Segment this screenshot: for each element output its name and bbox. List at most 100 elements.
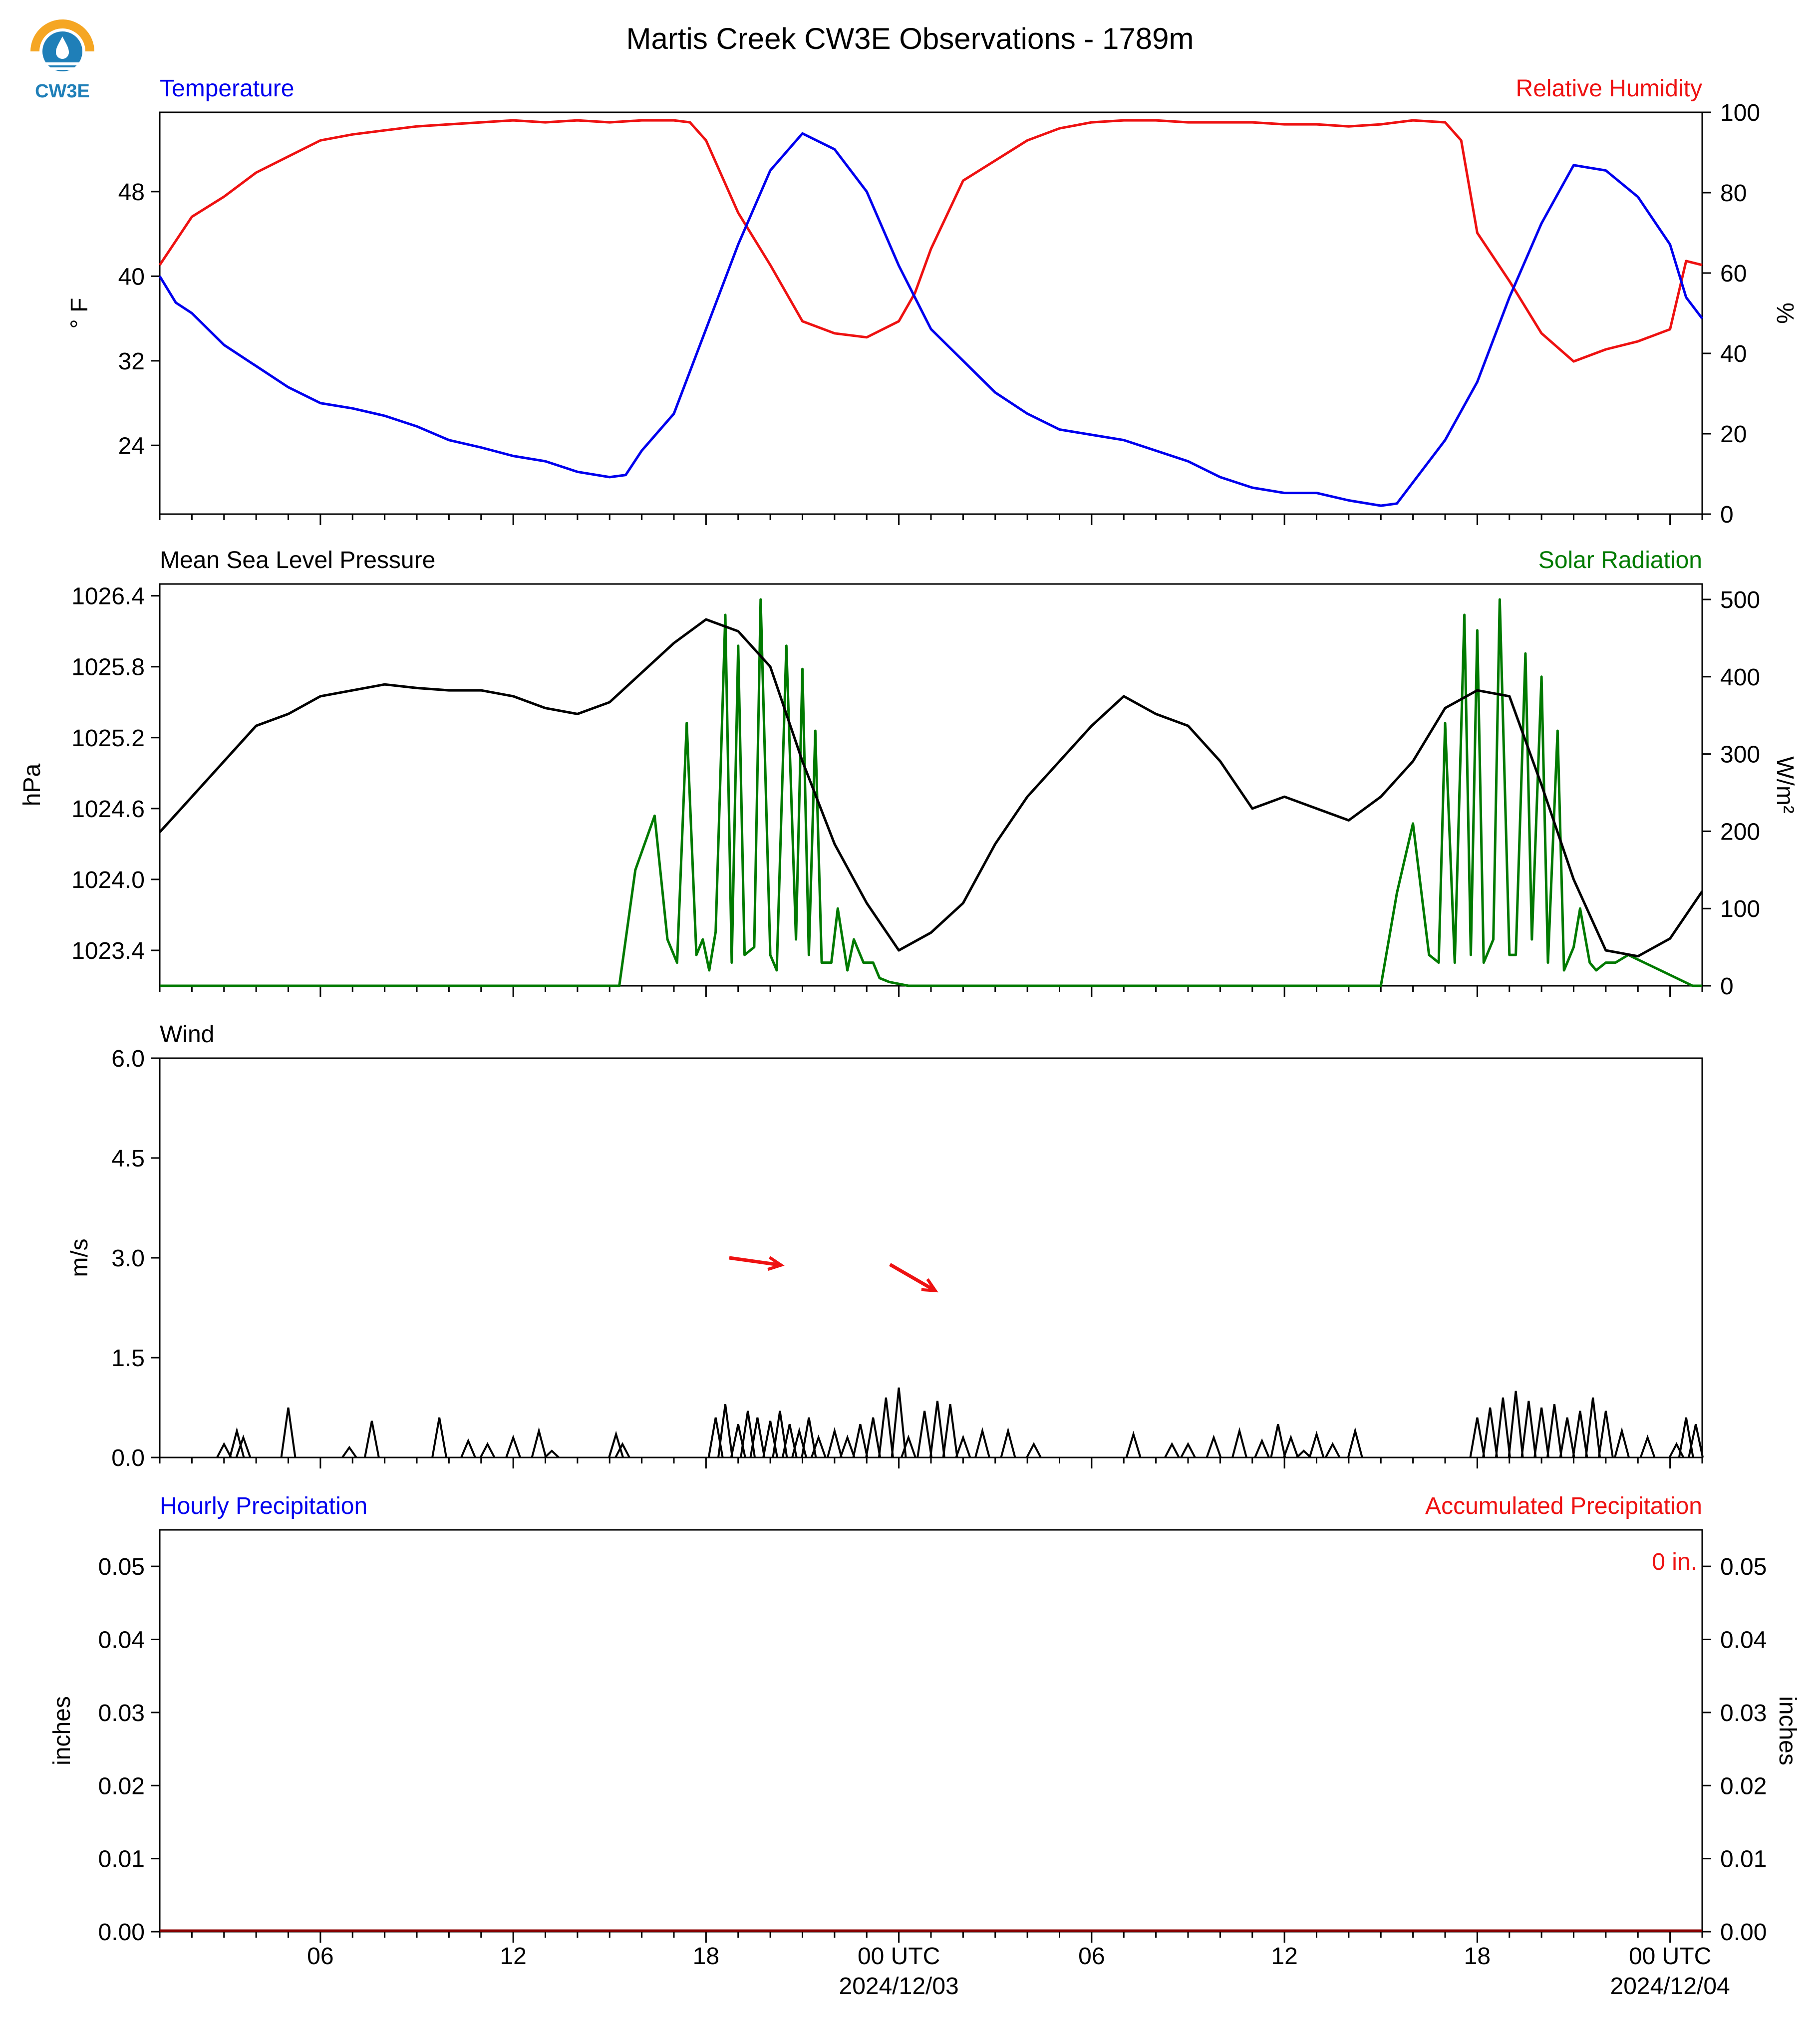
precipitation-panel-frame [159,1529,1703,1933]
pressure-axis-tick-label: 1024.6 [71,796,145,823]
wind-spike [1180,1442,1196,1458]
wind-spike [280,1407,297,1458]
wind-spike [531,1427,547,1458]
temperature-title: Temperature [160,75,294,102]
wind-spike [1508,1391,1524,1458]
solar-ylabel: W/m² [1772,756,1798,814]
accum-precip-title: Accumulated Precipitation [1425,1493,1702,1519]
humidity-axis-tick-label: 0 [1720,502,1734,528]
x-tick-label: 00 UTC [1629,1943,1711,1970]
pressure-axis-tick-label: 1024.0 [71,867,145,893]
pressure-axis-tick-label: 1026.4 [71,583,145,610]
wind-spike [942,1404,958,1458]
x-tick-label: 06 [1078,1943,1105,1970]
accum-precip-axis-tick-label: 0.02 [1720,1773,1767,1799]
wind-spike [1688,1424,1704,1458]
wind-spike [1308,1431,1325,1458]
pressure-axis-tick-label: 1025.2 [71,725,145,752]
wind-spike [505,1434,521,1458]
wind-axis-tick-label: 0.0 [111,1445,145,1471]
wind-spike [852,1424,869,1458]
hourly-precip-axis-tick-label: 0.05 [98,1554,145,1580]
wind-spike [544,1449,560,1458]
wind-spike [1572,1411,1588,1458]
wind-spike [878,1397,894,1458]
accum-precip-axis-tick-label: 0.05 [1720,1554,1767,1580]
wind-spike [1296,1449,1312,1458]
temperature-axis-tick-label: 24 [118,433,145,459]
temperature-axis-tick-label: 48 [118,179,145,206]
wind-arrow-head [921,1278,938,1293]
wind-spike [1495,1397,1511,1458]
solar-axis-tick-label: 300 [1720,742,1760,768]
hourly-precip-axis-tick-label: 0.04 [98,1627,145,1654]
wind-spike [865,1417,882,1458]
cw3e-logo: CW3E [30,17,95,102]
solar-title: Solar Radiation [1538,547,1702,574]
wind-spike [1231,1427,1247,1458]
humidity-ylabel: % [1772,302,1798,324]
wind-spike [235,1434,252,1458]
humidity-axis-tick-label: 60 [1720,261,1747,287]
wind-spike [810,1434,827,1458]
wind-arrow-head [767,1256,785,1271]
wind-spike [749,1417,766,1458]
wind-axis-tick-label: 6.0 [111,1046,145,1072]
pressure-ylabel: hPa [19,763,45,806]
temperature-axis-tick-label: 32 [118,348,145,375]
temperature-panel-frame [159,111,1703,515]
wind-spike [1283,1434,1299,1458]
solar-axis-tick-label: 100 [1720,896,1760,922]
hourly-precip-axis-tick-label: 0.02 [98,1773,145,1799]
wind-spike [1533,1407,1550,1458]
wind-spike [1164,1442,1180,1458]
svg-text:CW3E: CW3E [35,81,90,102]
wind-spike [216,1442,232,1458]
humidity-axis-tick-label: 100 [1720,100,1760,126]
wind-axis-tick-label: 1.5 [111,1345,145,1372]
humidity-axis-tick-label: 20 [1720,421,1747,448]
pressure-axis-tick-label: 1023.4 [71,938,145,964]
x-tick-label: 12 [1271,1943,1297,1970]
wind-spike [1270,1424,1286,1458]
humidity-line [158,119,1703,363]
wind-spike [1614,1427,1630,1458]
wind-spike [1125,1431,1142,1458]
wind-spike [1559,1417,1575,1458]
wind-arrow [889,1263,936,1292]
solar-axis-tick-label: 400 [1720,664,1760,691]
humidity-title: Relative Humidity [1516,75,1702,102]
wind-spike [717,1404,733,1458]
wind-spike [1347,1427,1363,1458]
solar-radiation-line [160,598,1702,987]
wind-title: Wind [160,1021,214,1048]
hourly-precip-axis-tick-label: 0.03 [98,1700,145,1727]
wind-spike [1585,1397,1601,1458]
accum-precip-axis-tick-label: 0.00 [1720,1919,1767,1946]
accum-precip-ylabel: inches [1774,1696,1801,1765]
pressure-title: Mean Sea Level Pressure [160,547,435,574]
wind-axis-tick-label: 4.5 [111,1146,145,1172]
x-date-label: 2024/12/04 [1610,1973,1730,2000]
wind-spike [1206,1434,1222,1458]
wind-axis-tick-label: 3.0 [111,1245,145,1272]
wind-spike [1000,1427,1016,1458]
wind-spike [363,1421,380,1458]
wind-spike [1668,1442,1685,1458]
accum-precip-axis-tick-label: 0.01 [1720,1846,1767,1873]
wind-spike [772,1411,788,1458]
wind-spike [901,1434,916,1458]
hourly-precip-axis-tick-label: 0.01 [98,1846,145,1873]
temperature-ylabel: ° F [66,298,93,329]
humidity-axis-tick-label: 80 [1720,180,1747,207]
pressure-axis-tick-label: 1025.8 [71,654,145,681]
hourly-precip-title: Hourly Precipitation [160,1493,367,1519]
figure-title: Martis Creek CW3E Observations - 1789m [626,22,1194,55]
solar-axis-tick-label: 500 [1720,587,1760,613]
wind-spike [974,1427,990,1458]
x-tick-label: 06 [307,1943,333,1970]
wind-spike [614,1442,630,1458]
wind-spike [955,1434,971,1458]
wind-spike [929,1401,945,1458]
